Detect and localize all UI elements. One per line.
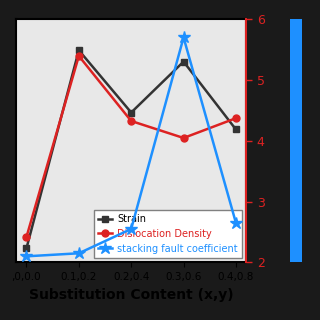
Strain xyxy=(182,60,186,64)
Legend: Strain, Dislocation Density, stacking fault coefficient: Strain, Dislocation Density, stacking fa… xyxy=(94,210,242,258)
X-axis label: Substitution Content (x,y): Substitution Content (x,y) xyxy=(29,288,234,302)
stacking fault coefficient xyxy=(182,36,186,39)
Dislocation Density xyxy=(129,119,133,123)
Strain xyxy=(77,48,81,52)
Dislocation Density xyxy=(25,235,28,239)
Strain xyxy=(129,111,133,115)
Strain xyxy=(234,128,238,132)
Line: Strain: Strain xyxy=(23,47,239,252)
Line: Dislocation Density: Dislocation Density xyxy=(23,52,239,240)
Dislocation Density xyxy=(182,136,186,140)
stacking fault coefficient xyxy=(129,227,133,231)
stacking fault coefficient xyxy=(25,254,28,258)
Dislocation Density xyxy=(234,116,238,120)
Dislocation Density xyxy=(77,54,81,58)
stacking fault coefficient xyxy=(234,221,238,225)
Line: stacking fault coefficient: stacking fault coefficient xyxy=(20,31,242,263)
Strain xyxy=(25,246,28,250)
stacking fault coefficient xyxy=(77,252,81,255)
